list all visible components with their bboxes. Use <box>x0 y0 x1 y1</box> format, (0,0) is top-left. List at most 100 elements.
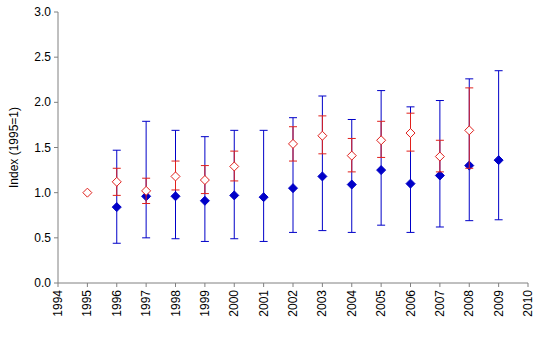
x-tick-label: 2005 <box>374 290 388 317</box>
error-bar-cap <box>113 243 121 244</box>
data-point <box>494 156 503 165</box>
error-bar <box>172 161 180 190</box>
error-bar-cap <box>289 117 297 118</box>
error-bar-cap <box>201 136 209 137</box>
error-bar-cap <box>495 70 503 71</box>
error-bar <box>230 130 238 238</box>
y-tick <box>54 147 58 148</box>
error-bar <box>407 113 415 151</box>
error-bar-stem <box>351 119 352 232</box>
y-tick <box>54 283 58 284</box>
error-bar-cap <box>465 168 473 169</box>
error-bar <box>289 127 297 161</box>
x-tick <box>322 283 323 287</box>
x-tick <box>204 283 205 287</box>
x-tick-label: 2010 <box>521 290 535 317</box>
error-bar <box>201 137 209 242</box>
x-tick-label: 2000 <box>227 290 241 317</box>
error-bar <box>142 121 150 238</box>
error-bar-stem <box>410 107 411 233</box>
y-axis-label: Index (1995=1) <box>7 107 21 188</box>
error-bar <box>113 150 121 243</box>
y-tick <box>54 12 58 13</box>
error-bar-stem <box>293 118 294 233</box>
error-bar <box>318 96 326 231</box>
error-bar-cap <box>436 226 444 227</box>
error-bar <box>407 107 415 233</box>
error-bar-stem <box>175 130 176 238</box>
error-bar-cap <box>172 130 180 131</box>
data-point <box>142 186 151 195</box>
y-tick-label: 2.5 <box>34 50 51 64</box>
y-tick-label: 3.0 <box>34 5 51 19</box>
x-tick-label: 2004 <box>345 290 359 317</box>
x-tick-label: 1999 <box>198 290 212 317</box>
x-tick <box>469 283 470 287</box>
chart: 0.00.51.01.52.02.53.01994199519961997199… <box>0 0 539 350</box>
data-point <box>230 191 239 200</box>
y-tick-label: 1.5 <box>34 141 51 155</box>
x-tick-label: 2006 <box>404 290 418 317</box>
error-bar-cap <box>348 138 356 139</box>
x-tick <box>146 283 147 287</box>
data-point <box>200 176 209 185</box>
error-bar-cap <box>172 161 180 162</box>
error-bar-cap <box>289 232 297 233</box>
error-bar-stem <box>439 101 440 227</box>
data-point <box>435 171 444 180</box>
x-tick-label: 1997 <box>139 290 153 317</box>
error-bar <box>436 101 444 227</box>
error-bar-cap <box>465 78 473 79</box>
error-bar-cap <box>260 130 268 131</box>
series <box>112 71 503 244</box>
data-point <box>112 177 121 186</box>
error-bar <box>172 130 180 238</box>
error-bar-stem <box>469 79 470 221</box>
error-bar-stem <box>146 121 147 238</box>
error-bar-cap <box>230 151 238 152</box>
error-bar-cap <box>348 119 356 120</box>
data-point <box>318 131 327 140</box>
error-bar-cap <box>260 241 268 242</box>
x-tick <box>234 283 235 287</box>
x-tick <box>528 283 529 287</box>
x-tick-label: 1998 <box>169 290 183 317</box>
error-bar-cap <box>348 171 356 172</box>
error-bar-cap <box>465 220 473 221</box>
x-tick-label: 2003 <box>315 290 329 317</box>
error-bar-cap <box>142 237 150 238</box>
error-bar-stem <box>116 150 117 243</box>
error-bar-cap <box>172 238 180 239</box>
error-bar-cap <box>142 178 150 179</box>
error-bar <box>377 121 385 157</box>
y-tick-label: 0.0 <box>34 276 51 290</box>
series <box>83 88 474 204</box>
x-tick <box>175 283 176 287</box>
data-point <box>171 192 180 201</box>
error-bar-cap <box>230 180 238 181</box>
error-bar <box>495 71 503 220</box>
error-bar <box>260 130 268 241</box>
error-bar-cap <box>318 96 326 97</box>
error-bar-cap <box>436 171 444 172</box>
error-bar-cap <box>436 100 444 101</box>
data-point <box>465 126 474 135</box>
x-tick <box>116 283 117 287</box>
error-bar <box>465 79 473 221</box>
error-bar <box>348 138 356 171</box>
data-point <box>347 151 356 160</box>
error-bar-cap <box>407 232 415 233</box>
error-bar-cap <box>318 153 326 154</box>
x-tick-label: 2001 <box>257 290 271 317</box>
error-bar-cap <box>377 90 385 91</box>
y-tick <box>54 237 58 238</box>
x-tick <box>381 283 382 287</box>
data-point <box>112 203 121 212</box>
error-bar-cap <box>318 115 326 116</box>
data-point <box>406 179 415 188</box>
error-bar-cap <box>407 106 415 107</box>
error-bar-cap <box>142 121 150 122</box>
error-bar <box>201 166 209 194</box>
error-bar <box>142 178 150 203</box>
error-bar-cap <box>465 87 473 88</box>
